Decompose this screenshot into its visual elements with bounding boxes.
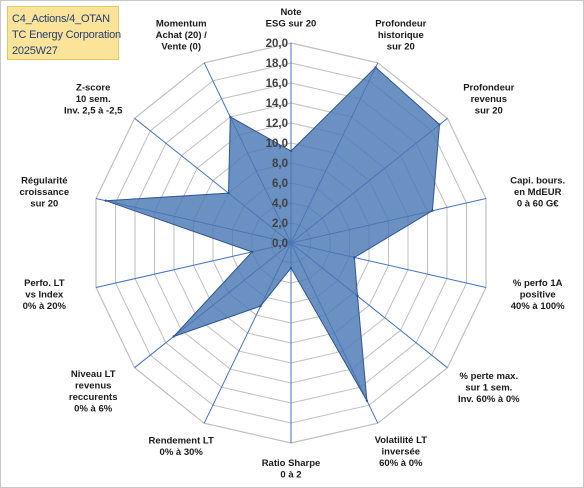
axis-label: Profondeur [375, 18, 426, 29]
axis-label: sur 1 sem. [465, 382, 512, 393]
data-point-0 [289, 149, 293, 153]
axis-label: 10 sem. [76, 94, 111, 105]
axis-label: Vente (0) [161, 41, 201, 52]
axis-label: Inv. 60% à 0% [458, 394, 520, 405]
data-point-9 [172, 335, 175, 338]
axis-label: 0% à 6% [74, 403, 113, 414]
data-point-5 [356, 294, 359, 298]
axis-label: 40% à 100% [511, 301, 565, 312]
data-point-10 [250, 250, 254, 254]
axis-label: Ratio Sharpe [262, 458, 321, 469]
axis-label: sur 20 [387, 41, 415, 52]
axis-label: revenus [75, 380, 111, 391]
r-tick-label: 8,0 [272, 158, 288, 170]
axis-label: vs Index [25, 290, 64, 301]
axis-label: Inv. 2,5 à -2,5 [64, 106, 123, 117]
axis-label: croissance [19, 187, 69, 198]
r-tick-label: 14,0 [266, 98, 288, 110]
data-point-12 [227, 191, 230, 195]
r-tick-label: 0,0 [272, 238, 288, 250]
axis-label: 0 à 2 [280, 470, 301, 481]
r-tick-label: 10,0 [266, 138, 288, 150]
r-tick-label: 6,0 [272, 178, 288, 190]
title-line-week: 2025W27 [12, 45, 58, 57]
data-point-1 [374, 66, 377, 69]
chart-title-box: C4_Actions/4_OTAN TC Energy Corporation … [7, 6, 121, 60]
axis-label: ESG sur 20 [266, 19, 317, 30]
data-point-6 [365, 399, 369, 402]
data-point-11 [104, 199, 108, 202]
axis-label: Z-score [76, 83, 110, 94]
axis-label: Rendement LT [149, 436, 214, 447]
title-line-company: TC Energy Corporation [12, 29, 121, 41]
title-line-category: C4_Actions/4_OTAN [12, 13, 110, 25]
axis-label: sur 20 [475, 106, 503, 117]
data-point-2 [438, 123, 441, 126]
axis-label: Note [280, 7, 301, 18]
axis-label: 0% à 20% [23, 301, 67, 312]
axis-label: Régularité [21, 175, 67, 186]
data-point-13 [229, 115, 232, 119]
axis-label: 0 à 60 G€ [517, 198, 559, 209]
axis-label: positive [520, 290, 556, 301]
data-point-4 [353, 256, 356, 259]
r-tick-label: 12,0 [266, 118, 288, 130]
axis-label: % perfo 1A [513, 278, 563, 289]
axis-label: reccurents [69, 392, 118, 403]
r-tick-label: 20,0 [266, 38, 288, 50]
r-tick-label: 18,0 [266, 58, 288, 70]
data-point-7 [289, 266, 293, 270]
axis-label: 0% à 30% [160, 447, 204, 458]
axis-label: % perte max. [459, 371, 518, 382]
axis-label: Momentum [156, 18, 207, 29]
axis-label: sur 20 [30, 198, 58, 209]
data-point-8 [259, 304, 262, 308]
r-tick-label: 2,0 [272, 218, 288, 230]
axis-label: Volatilité LT [375, 435, 428, 446]
axis-label: Perfo. LT [24, 278, 65, 289]
data-point-3 [431, 209, 434, 212]
axis-label: historique [378, 30, 424, 41]
axis-label: Profondeur [463, 83, 514, 94]
axis-label: inversée [382, 447, 421, 458]
axis-label: en MdEUR [514, 187, 562, 198]
axis-label: Niveau LT [71, 369, 116, 380]
axis-label: revenus [471, 94, 507, 105]
axis-label: Capi. bours. [510, 175, 565, 186]
axis-label: Achat (20) / [156, 30, 208, 41]
axis-label: 60% à 0% [379, 458, 423, 469]
r-tick-label: 16,0 [266, 78, 288, 90]
r-tick-label: 4,0 [272, 198, 288, 210]
